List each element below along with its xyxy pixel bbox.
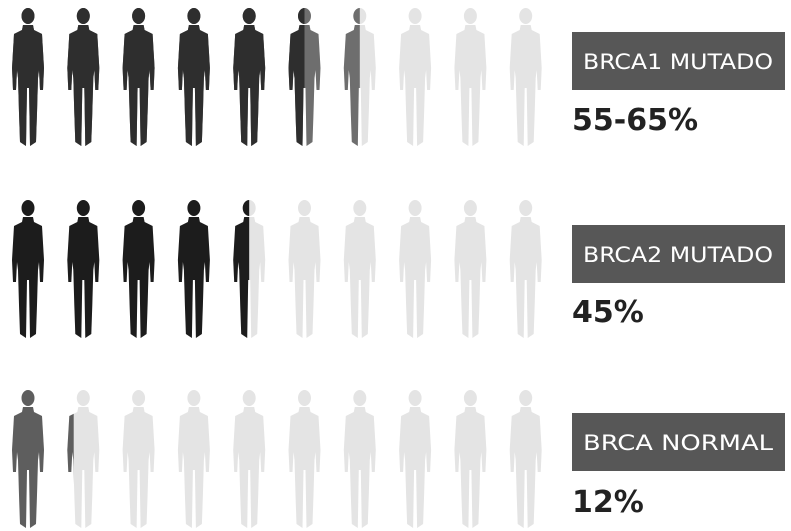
icon-row xyxy=(12,390,542,528)
value-label: 55-65% xyxy=(572,103,698,138)
label-box xyxy=(572,225,785,283)
icon-row xyxy=(12,200,542,338)
icon-fill xyxy=(12,8,305,146)
empty-icons xyxy=(12,390,542,528)
label-box xyxy=(572,32,785,90)
icon-row xyxy=(12,8,542,146)
category-label: BRCA1 MUTADO xyxy=(583,50,773,74)
icon-fill xyxy=(12,390,74,528)
icon-fill xyxy=(12,200,250,338)
value-label: 45% xyxy=(572,295,644,330)
value-label: 12% xyxy=(572,485,644,520)
category-label: BRCA NORMAL xyxy=(583,431,774,455)
label-box xyxy=(572,413,785,471)
category-label: BRCA2 MUTADO xyxy=(583,243,773,267)
